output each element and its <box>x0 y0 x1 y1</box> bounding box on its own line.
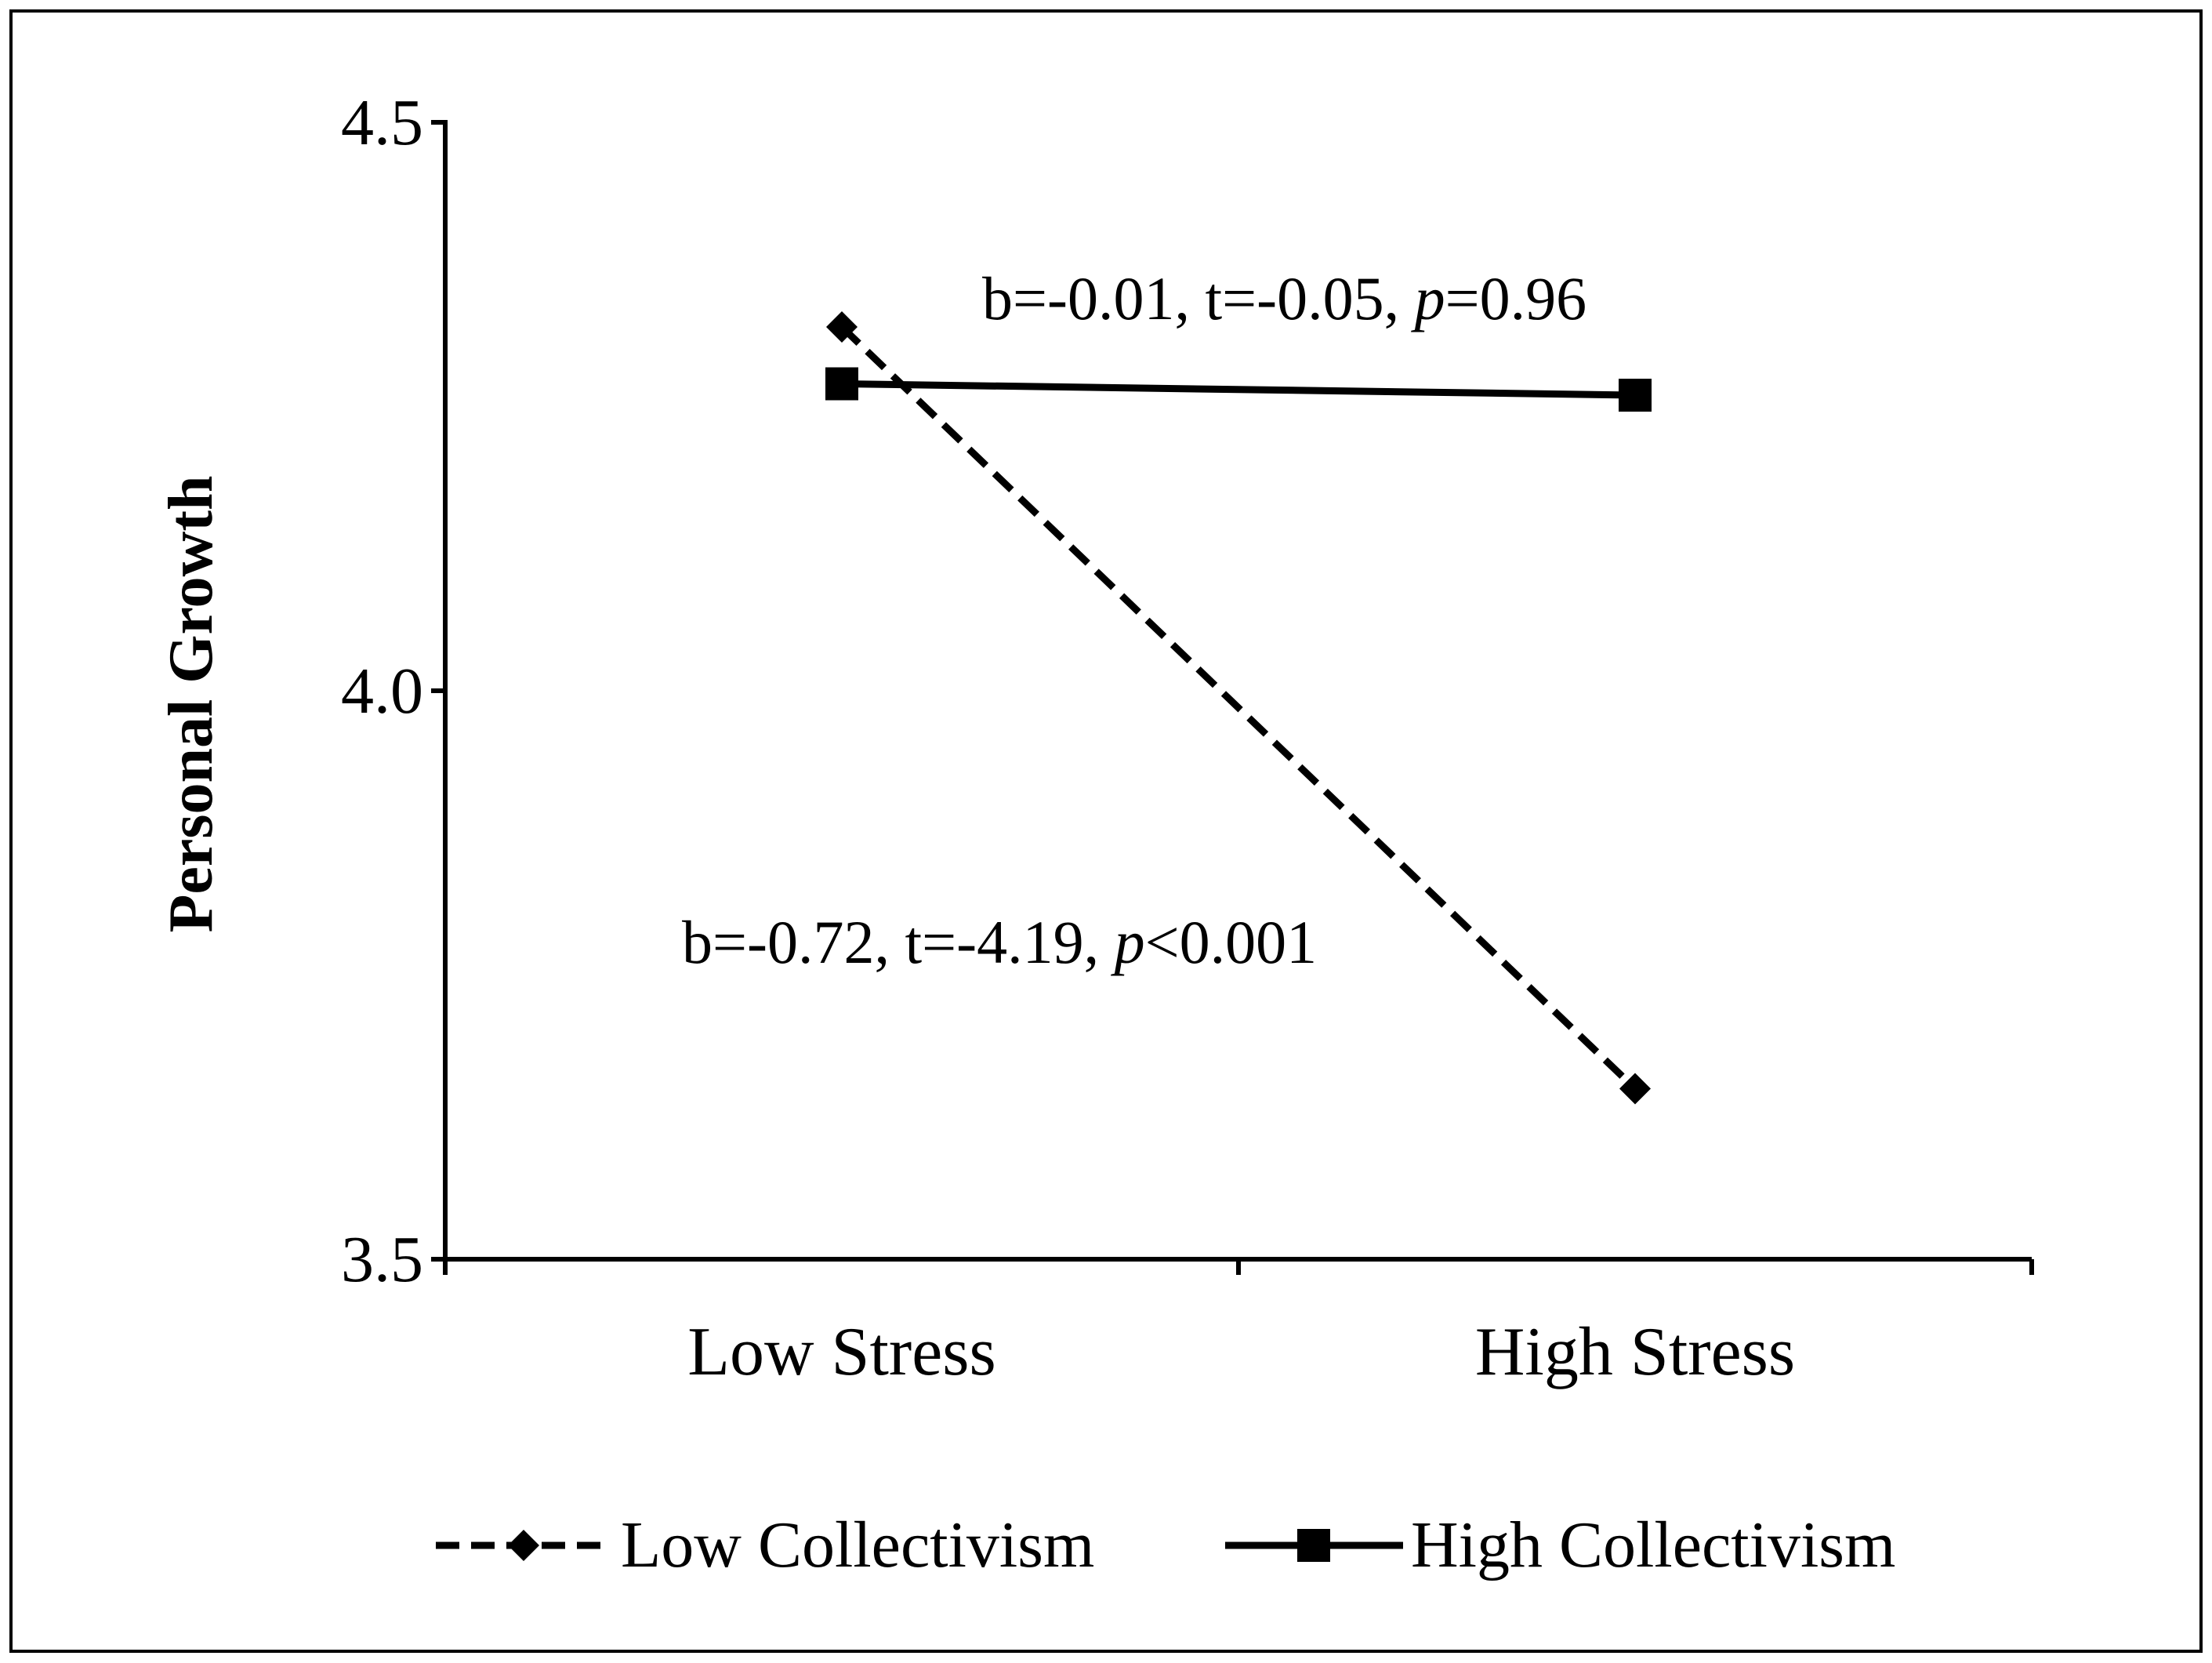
series-line-high-collectivism <box>841 380 1636 399</box>
y-tick-label: 3.5 <box>341 1223 423 1296</box>
legend-label-low-collectivism: Low Collectivism <box>621 1509 1094 1581</box>
y-tick-label: 4.0 <box>341 655 423 728</box>
y-tick-label: 4.5 <box>341 86 423 159</box>
series-line-low-collectivism <box>839 324 1638 1091</box>
legend-swatch-low-diamond-icon <box>508 1530 539 1561</box>
x-tick-label: Low Stress <box>687 1314 996 1390</box>
annotation-high-collectivism: b=-0.01, t=-0.05, p=0.96 <box>982 264 1586 332</box>
y-axis-label: Personal Growth <box>157 476 226 933</box>
annotation-high-b: b=-0.01, t=-0.05, <box>982 264 1415 332</box>
legend-swatch-high-square-icon <box>1297 1529 1330 1562</box>
annotation-low-b: b=-0.72, t=-4.19, <box>682 908 1115 976</box>
data-point-low-collectivism-1-diamond-icon <box>1619 1073 1651 1105</box>
data-point-high-collectivism-1-square-icon <box>1619 379 1652 412</box>
annotation-high-p-letter: p <box>1411 264 1445 332</box>
annotation-high-p-value: =0.96 <box>1445 264 1587 332</box>
legend: Low Collectivism High Collectivism <box>436 1509 1895 1581</box>
legend-label-high-collectivism: High Collectivism <box>1411 1509 1895 1581</box>
annotation-low-p-value: <0.001 <box>1145 908 1318 976</box>
x-tick-label: High Stress <box>1475 1314 1795 1390</box>
legend-item-low-collectivism: Low Collectivism <box>436 1509 1094 1581</box>
legend-item-high-collectivism: High Collectivism <box>1225 1509 1895 1581</box>
annotation-low-collectivism: b=-0.72, t=-4.19, p<0.001 <box>682 908 1317 976</box>
plot-area: 3.5 4.0 4.5 Low Stress High Stress <box>341 86 2034 1390</box>
data-point-low-collectivism-0-diamond-icon <box>826 311 858 343</box>
data-point-high-collectivism-0-square-icon <box>825 367 858 401</box>
annotation-low-p-letter: p <box>1111 908 1145 976</box>
chart-frame <box>9 9 2203 1653</box>
